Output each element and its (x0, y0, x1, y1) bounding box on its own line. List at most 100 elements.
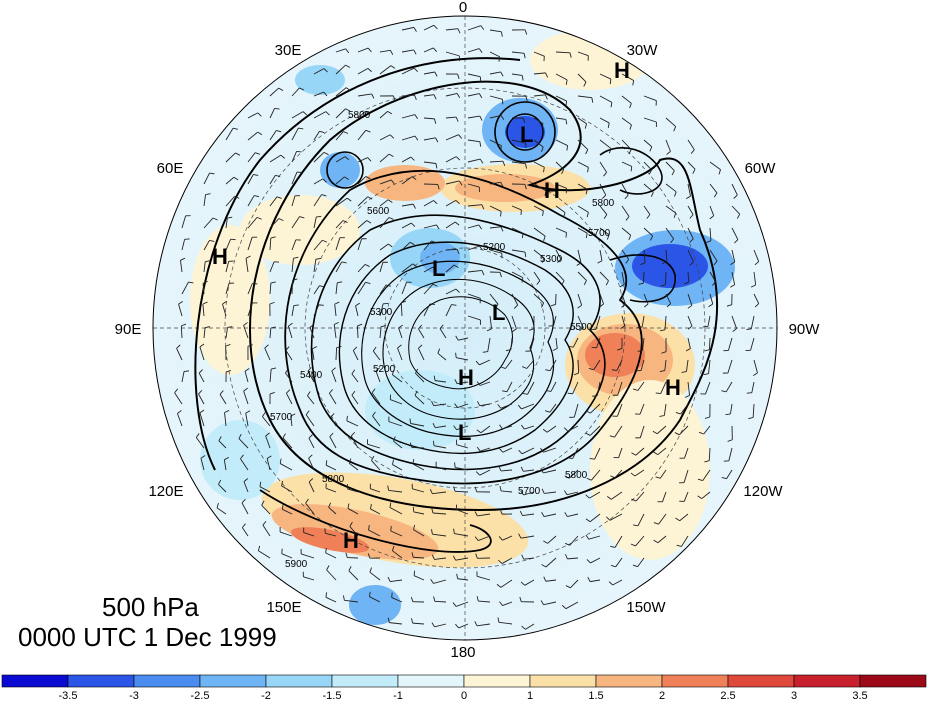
center-high: H (665, 375, 681, 400)
wind-barb-flag (389, 134, 395, 139)
wind-barb-flag (367, 196, 373, 200)
wind-barb (285, 393, 293, 405)
colorbar-swatch (529, 674, 597, 688)
contour-label: 5800 (348, 110, 371, 121)
wind-barb (621, 315, 626, 326)
wind-barb (687, 381, 690, 396)
wind-barb-flag (650, 235, 653, 241)
wind-barb (726, 469, 733, 479)
wind-barb-flag (364, 264, 370, 267)
wind-barb (549, 403, 557, 413)
wind-barb-flag (697, 478, 703, 482)
wind-barb-flag (365, 281, 371, 284)
wind-barb-flag (455, 116, 459, 122)
wind-barb (665, 293, 672, 304)
wind-barb-flag (431, 622, 435, 628)
wind-barb (401, 263, 414, 273)
wind-barb (687, 337, 691, 349)
wind-barb (334, 304, 337, 317)
wind-barb-flag (690, 149, 695, 154)
wind-barb (307, 370, 315, 383)
wind-barb-flag (610, 564, 616, 568)
wind-barb-flag (609, 435, 615, 438)
wind-barb-flag (345, 552, 348, 558)
wind-barb-flag (368, 524, 370, 531)
wind-barb-flag (337, 281, 343, 284)
wind-barb-flag (309, 324, 315, 328)
wind-barb (555, 227, 567, 233)
wind-barb-flag (218, 479, 222, 485)
lon-label-180: 180 (450, 644, 475, 661)
wind-barb-flag (476, 596, 479, 602)
wind-barb-flag (609, 79, 612, 85)
wind-barb (218, 440, 227, 449)
wind-barb (225, 261, 230, 273)
wind-barb-flag (331, 367, 336, 372)
wind-barb-flag (482, 351, 488, 353)
wind-barb (423, 161, 437, 164)
wind-barb (313, 152, 325, 163)
wind-barb-flag (393, 95, 396, 101)
wind-barb-flag (457, 28, 461, 34)
colorbar-swatch (67, 674, 135, 688)
wind-barb (577, 293, 583, 306)
wind-barb (544, 491, 557, 494)
wind-barb (467, 315, 481, 321)
wind-barb-flag (500, 211, 502, 217)
wind-barb (498, 621, 513, 625)
wind-barb-flag (524, 184, 527, 190)
wind-barb-flag (433, 24, 438, 30)
wind-barb-flag (637, 350, 643, 352)
wind-barb-flag (591, 97, 594, 103)
wind-barb-flag (476, 401, 481, 406)
wind-barb-flag (325, 547, 327, 553)
wind-barb (291, 111, 304, 119)
wind-barb (679, 513, 689, 522)
wind-barb-flag (630, 543, 636, 547)
wind-barb (259, 486, 271, 493)
wind-barb-flag (298, 127, 304, 130)
wind-barb-flag (343, 131, 349, 134)
wind-barb (344, 599, 359, 603)
wind-barb (269, 283, 272, 295)
wind-barb-flag (692, 169, 696, 174)
wind-barb (203, 327, 206, 339)
wind-barb (279, 531, 293, 537)
wind-barb-flag (380, 325, 387, 328)
wind-barb-flag (344, 156, 350, 161)
wind-barb-flag (177, 410, 182, 414)
wind-barb (467, 48, 480, 53)
wind-barb-flag (278, 218, 284, 222)
wind-barb-flag (528, 328, 535, 331)
wind-barb (414, 395, 425, 405)
wind-barb-flag (254, 195, 260, 198)
wind-barb (238, 438, 249, 449)
wind-barb-flag (653, 522, 659, 525)
wind-barb-flag (500, 145, 502, 151)
wind-barb-flag (455, 288, 460, 293)
wind-barb-flag (316, 215, 322, 218)
wind-barb-flag (345, 64, 351, 68)
wind-barb-flag (607, 496, 612, 500)
wind-barb (432, 533, 447, 537)
wind-barb-flag (224, 410, 230, 413)
wind-barb-flag (544, 94, 548, 100)
wind-barb (467, 115, 480, 119)
wind-barb (223, 459, 227, 471)
wind-barb (511, 249, 526, 253)
wind-barb-flag (234, 195, 240, 199)
wind-barb-flag (638, 282, 644, 285)
wind-barb-flag (569, 52, 572, 58)
wind-barb (335, 176, 345, 185)
wind-barb-flag (499, 448, 504, 453)
wind-barb-flag (266, 455, 272, 459)
wind-barb-flag (390, 179, 395, 185)
wind-barb (570, 579, 579, 589)
wind-barb (369, 571, 381, 581)
wind-barb (621, 249, 630, 260)
wind-barb (511, 271, 524, 279)
wind-barb (467, 224, 480, 229)
wind-barb-flag (299, 87, 305, 91)
wind-barb-flag (653, 451, 658, 456)
wind-barb-flag (181, 323, 187, 327)
